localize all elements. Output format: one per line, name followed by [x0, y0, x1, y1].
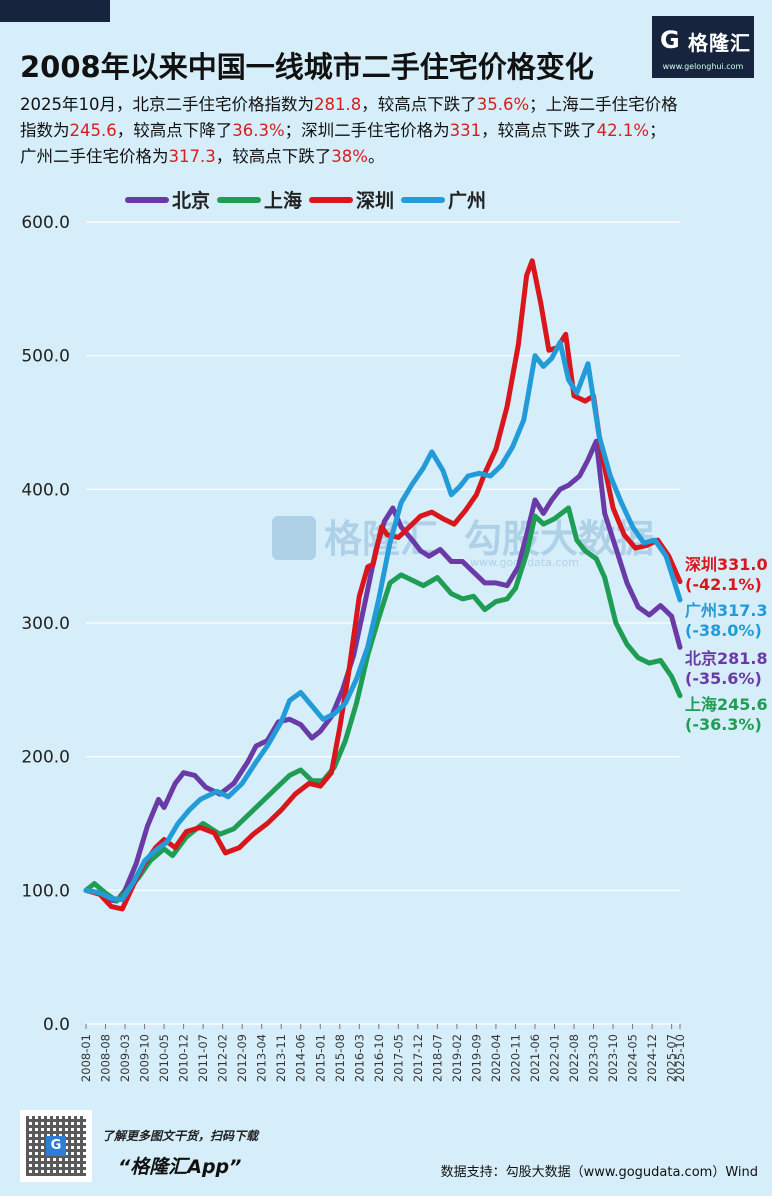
end-value-label: 上海245.6	[685, 695, 768, 714]
description-highlight: 317.3	[168, 147, 216, 166]
x-tick-label: 2008-08	[99, 1034, 113, 1082]
x-tick-label: 2017-05	[391, 1034, 405, 1082]
description-highlight: 35.6%	[476, 95, 530, 114]
x-tick-label: 2009-03	[118, 1034, 132, 1082]
series-line-深圳	[83, 258, 683, 912]
x-tick-label: 2008-01	[79, 1034, 93, 1082]
chart-description: 2025年10月，北京二手住宅价格指数为281.8，较高点下跌了35.6%；上海…	[20, 92, 760, 170]
x-tick-label: 2010-12	[177, 1034, 191, 1082]
top-bar	[0, 0, 110, 22]
x-tick-label: 2020-11	[508, 1034, 522, 1082]
x-tick-label: 2023-03	[587, 1034, 601, 1082]
description-text: ；	[649, 121, 666, 140]
x-tick-label: 2012-02	[216, 1034, 230, 1082]
description-highlight: 331	[449, 121, 482, 140]
line-chart: 格隆汇 勾股大数据 www.gogudata.com 0.0100.0200.0…	[21, 189, 768, 1082]
x-tick-label: 2012-09	[235, 1034, 249, 1082]
series-line-上海	[83, 505, 683, 904]
description-text: 指数为	[20, 121, 70, 140]
x-tick-label: 2015-01	[313, 1034, 327, 1082]
footer-tip: 了解更多图文干货，扫码下载	[102, 1129, 259, 1143]
x-tick-label: 2016-03	[352, 1034, 366, 1082]
legend-label: 深圳	[356, 189, 394, 212]
x-tick-label: 2017-12	[411, 1034, 425, 1082]
description-line-3: 广州二手住宅价格为317.3，较高点下跌了38%。	[20, 144, 760, 170]
description-line-2: 指数为245.6，较高点下降了36.3%；深圳二手住宅价格为331，较高点下跌了…	[20, 118, 760, 144]
x-tick-label: 2024-05	[626, 1034, 640, 1082]
x-tick-label: 2022-01	[548, 1034, 562, 1082]
description-text: ，较高点下降了	[116, 121, 233, 140]
legend-label: 上海	[264, 189, 302, 212]
qr-logo-icon: G	[46, 1136, 66, 1156]
description-highlight: 42.1%	[596, 121, 650, 140]
y-tick-label: 500.0	[21, 347, 70, 367]
x-tick-label: 2010-05	[157, 1034, 171, 1082]
x-tick-label: 2013-11	[274, 1034, 288, 1082]
description-text: ，较高点下跌了	[361, 95, 477, 114]
x-tick-label: 2011-07	[196, 1034, 210, 1082]
y-tick-label: 600.0	[21, 213, 70, 233]
x-tick-label: 2014-06	[294, 1034, 308, 1082]
y-tick-label: 0.0	[43, 1015, 70, 1035]
x-tick-label: 2022-08	[567, 1034, 581, 1082]
legend-label: 北京	[172, 189, 210, 212]
x-axis: 2008-01 2008-08 2009-03 2009-10 2010-05 2010-…	[79, 1024, 687, 1082]
description-highlight: 281.8	[314, 95, 362, 114]
description-text: ，较高点下跌了	[215, 147, 332, 166]
description-text: 。	[367, 147, 385, 166]
description-highlight: 36.3%	[232, 121, 285, 140]
end-change-label: (-36.3%)	[685, 715, 762, 734]
qr-code[interactable]: G	[20, 1110, 92, 1182]
description-text: ；上海二手住宅价格	[529, 95, 678, 114]
watermark-logo-icon	[272, 516, 316, 560]
y-tick-label: 400.0	[21, 480, 70, 500]
x-tick-label: 2019-02	[450, 1034, 464, 1082]
x-tick-label: 2023-10	[606, 1034, 620, 1082]
description-highlight: 38%	[331, 147, 368, 166]
end-labels: 深圳331.0(-42.1%)广州317.3(-38.0%)北京281.8(-3…	[685, 555, 768, 734]
end-change-label: (-38.0%)	[685, 621, 762, 640]
x-tick-label: 2009-10	[138, 1034, 152, 1082]
x-tick-label: 2020-04	[489, 1034, 503, 1082]
x-tick-label: 2024-12	[645, 1034, 659, 1082]
x-tick-label: 2019-09	[469, 1034, 483, 1082]
logo-name: 格隆汇	[688, 31, 751, 55]
x-tick-label: 2025-07	[665, 1034, 679, 1082]
x-tick-label: 2021-06	[528, 1034, 542, 1082]
description-text: ；深圳二手住宅价格为	[284, 121, 450, 140]
end-value-label: 广州317.3	[685, 601, 768, 620]
x-tick-label: 2015-08	[333, 1034, 347, 1082]
data-source: 数据支持：勾股大数据（www.gogudata.com）Wind	[440, 1165, 758, 1180]
series-line-广州	[83, 339, 683, 903]
legend: 北京 上海 深圳 广州	[125, 189, 486, 212]
brand-logo[interactable]: G 格隆汇 www.gelonghui.com	[652, 16, 754, 78]
series-lines	[83, 258, 683, 912]
end-change-label: (-35.6%)	[685, 669, 762, 688]
end-value-label: 北京281.8	[685, 649, 768, 668]
y-axis: 0.0 100.0 200.0 300.0 400.0 500.0 600.0	[21, 213, 680, 1035]
description-text: ，较高点下跌了	[481, 121, 597, 140]
description-text: 2025年10月，北京二手住宅价格指数为	[20, 95, 314, 114]
page-title: 2008年以来中国一线城市二手住宅价格变化	[20, 50, 594, 84]
logo-url: www.gelonghui.com	[662, 62, 744, 71]
description-text: 广州二手住宅价格为	[20, 147, 169, 166]
x-tick-label: 2013-04	[255, 1034, 269, 1082]
description-highlight: 245.6	[69, 121, 117, 140]
end-change-label: (-42.1%)	[685, 575, 762, 594]
legend-label: 广州	[448, 189, 486, 212]
x-tick-label: 2025-10	[673, 1034, 687, 1082]
y-tick-label: 100.0	[21, 881, 70, 901]
y-tick-label: 300.0	[21, 614, 70, 634]
end-value-label: 深圳331.0	[685, 555, 768, 574]
series-line-北京	[83, 438, 683, 904]
x-tick-label: 2018-07	[430, 1034, 444, 1082]
y-tick-label: 200.0	[21, 748, 70, 768]
footer-app-name: “格隆汇App”	[118, 1156, 242, 1178]
x-tick-label: 2016-10	[372, 1034, 386, 1082]
description-line-1: 2025年10月，北京二手住宅价格指数为281.8，较高点下跌了35.6%；上海…	[20, 92, 760, 118]
logo-icon: G	[660, 26, 680, 54]
